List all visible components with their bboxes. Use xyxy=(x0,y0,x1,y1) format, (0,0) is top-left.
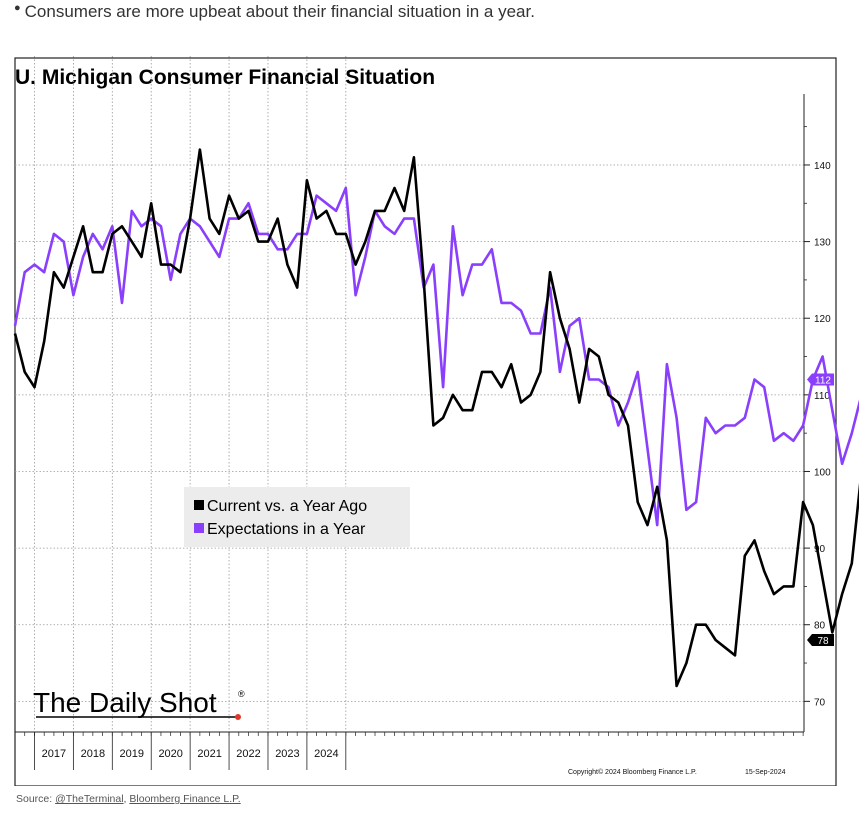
series-line-current xyxy=(13,148,859,688)
headline-text: Consumers are more upbeat about their fi… xyxy=(24,2,535,21)
legend-swatch-current xyxy=(194,500,204,510)
y-tick-label: 100 xyxy=(814,467,831,478)
copyright-text: Copyright© 2024 Bloomberg Finance L.P. xyxy=(568,768,697,776)
x-axis: 2017 2018 2019 2020 2021 2022 2023 2024 xyxy=(14,731,804,770)
series-line-expectations xyxy=(13,186,859,527)
y-tick-label: 90 xyxy=(814,544,826,555)
x-tick-label: 2018 xyxy=(81,748,105,760)
legend-label-current: Current vs. a Year Ago xyxy=(207,498,367,515)
legend: Current vs. a Year Ago Expectations in a… xyxy=(184,487,410,547)
chart-date: 15-Sep-2024 xyxy=(745,769,786,776)
x-tick-label: 2024 xyxy=(314,748,338,760)
headline: ● Consumers are more upbeat about their f… xyxy=(14,2,535,22)
source-link-terminal[interactable]: @TheTerminal xyxy=(55,793,124,805)
y-tick-label: 140 xyxy=(814,161,831,172)
x-tick-label: 2023 xyxy=(275,748,299,760)
chart-title: U. Michigan Consumer Financial Situation xyxy=(15,66,435,89)
end-label-value: 112 xyxy=(815,376,831,387)
logo-dot-icon xyxy=(235,714,241,720)
brand-logo-mark: ® xyxy=(238,689,245,699)
grid xyxy=(15,56,804,732)
series-lines xyxy=(13,148,859,688)
chart-frame xyxy=(14,57,837,786)
end-label-badge xyxy=(807,634,834,647)
source-separator: , xyxy=(123,793,130,805)
x-tick-label: 2022 xyxy=(236,748,260,760)
brand-logo: The Daily Shot ® xyxy=(33,687,245,720)
x-tick-label: 2017 xyxy=(42,748,66,760)
source-prefix: Source: xyxy=(16,793,56,805)
y-tick-label: 110 xyxy=(814,391,830,402)
x-tick-label: 2020 xyxy=(158,748,182,760)
x-tick-label: 2021 xyxy=(197,748,221,760)
y-tick-label: 70 xyxy=(814,697,826,708)
y-tick-label: 130 xyxy=(814,238,831,249)
chart: U. Michigan Consumer Financial Situation… xyxy=(13,56,859,786)
source-line: Source: @TheTerminal, Bloomberg Finance … xyxy=(16,793,241,805)
end-label-badge xyxy=(807,373,834,386)
end-labels: 78 112 xyxy=(807,373,834,647)
y-tick-label: 80 xyxy=(814,621,826,632)
source-link-bloomberg[interactable]: Bloomberg Finance L.P. xyxy=(129,793,241,805)
y-tick-label: 120 xyxy=(814,314,831,325)
x-tick-label: 2019 xyxy=(120,748,144,760)
legend-label-expectations: Expectations in a Year xyxy=(207,521,366,538)
brand-logo-text: The Daily Shot xyxy=(33,687,217,718)
legend-box xyxy=(184,487,410,547)
bullet-icon: ● xyxy=(14,2,21,14)
y-axis: 70 80 90 100 110 120 130 140 xyxy=(803,94,831,732)
end-label-value: 78 xyxy=(817,636,829,647)
legend-swatch-expectations xyxy=(194,523,204,533)
